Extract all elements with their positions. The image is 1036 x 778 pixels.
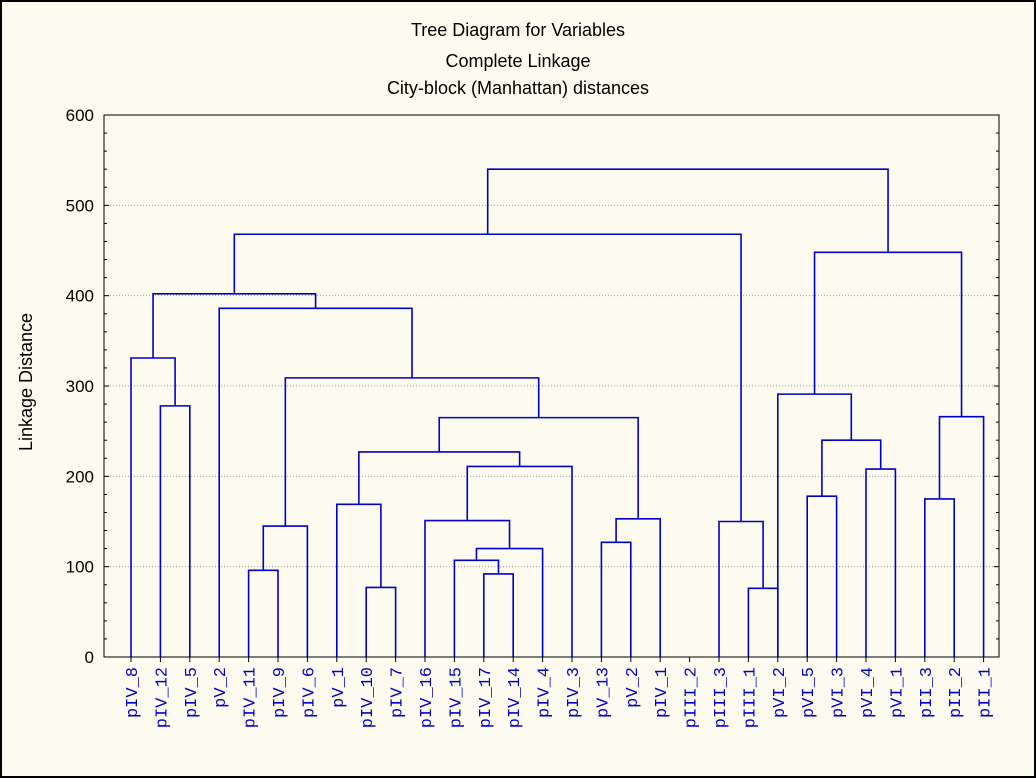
leaf-label: pIV_5 — [183, 667, 202, 718]
dendrogram-link — [438, 416, 639, 519]
dendrogram-link — [747, 587, 779, 657]
dendrogram-link — [483, 573, 514, 657]
dendrogram-link — [159, 405, 191, 657]
leaf-label: pV_13 — [594, 667, 613, 718]
leaf-label: pIII_1 — [741, 667, 760, 728]
dendrogram-link — [777, 393, 853, 657]
dendrogram-link — [718, 520, 764, 657]
leaf-label: pIV_6 — [300, 667, 319, 718]
y-tick-label: 600 — [66, 106, 94, 125]
dendrogram-link — [938, 415, 985, 657]
y-tick-label: 0 — [85, 648, 94, 667]
dendrogram-link — [615, 517, 661, 657]
leaf-label: pII_1 — [977, 667, 996, 718]
dendrogram-link — [806, 495, 838, 657]
leaf-label: pIV_11 — [242, 667, 261, 728]
dendrogram-link — [821, 439, 882, 497]
dendrogram-link — [247, 569, 279, 657]
leaf-label: pIV_1 — [653, 667, 672, 718]
y-tick-label: 500 — [66, 196, 94, 215]
leaf-label: pIV_14 — [506, 667, 525, 728]
leaf-label: pIV_7 — [389, 667, 408, 718]
dendrogram-link — [466, 465, 573, 657]
dendrogram-link — [865, 468, 897, 657]
leaf-label: pV_2 — [624, 667, 643, 708]
dendrogram-link — [262, 525, 309, 657]
dendrogram-link — [365, 586, 397, 657]
dendrogram-link — [152, 293, 317, 358]
leaf-label: pIV_3 — [565, 667, 584, 718]
dendrogram-link — [130, 357, 176, 657]
leaf-label: pIV_8 — [124, 667, 143, 718]
leaf-label: pIV_12 — [153, 667, 172, 728]
leaf-label: pIV_15 — [447, 667, 466, 728]
leaf-label: pIV_10 — [359, 667, 378, 728]
y-tick-label: 100 — [66, 558, 94, 577]
dendrogram-link — [924, 498, 955, 657]
y-tick-label: 400 — [66, 287, 94, 306]
leaf-label: pIII_2 — [683, 667, 702, 728]
dendrogram-link — [453, 559, 500, 657]
dendrogram-link — [424, 519, 511, 657]
y-tick-label: 300 — [66, 377, 94, 396]
chart-subtitle-distance: City-block (Manhattan) distances — [386, 78, 650, 98]
leaf-label: pIV_17 — [477, 667, 496, 728]
leaf-label: pVI_3 — [830, 667, 849, 718]
leaf-label: pVI_5 — [800, 667, 819, 718]
leaf-label: pIII_3 — [712, 667, 731, 728]
leaf-label: pVI_4 — [859, 667, 878, 718]
leaf-label: pII_3 — [918, 667, 937, 718]
dendrogram-link — [358, 451, 521, 505]
chart-subtitle-linkage: Complete Linkage — [445, 51, 591, 71]
leaf-label: pIV_9 — [271, 667, 290, 718]
leaf-label: pIV_4 — [536, 667, 555, 718]
dendrogram-link — [813, 251, 963, 417]
leaf-label: pII_2 — [947, 667, 966, 718]
dendrogram-link — [475, 547, 544, 657]
chart-title: Tree Diagram for Variables — [410, 20, 626, 40]
leaf-label: pV_2 — [212, 667, 231, 708]
dendrogram-link — [600, 541, 632, 657]
dendrogram-link — [486, 168, 889, 253]
leaf-label: pVI_1 — [888, 667, 907, 718]
leaf-label: pVI_2 — [771, 667, 790, 718]
y-axis-label: Linkage Distance — [16, 313, 36, 451]
leaf-label: pIV_16 — [418, 667, 437, 728]
dendrogram-link — [336, 503, 382, 657]
leaf-label: pV_1 — [330, 667, 349, 708]
y-tick-label: 200 — [66, 467, 94, 486]
